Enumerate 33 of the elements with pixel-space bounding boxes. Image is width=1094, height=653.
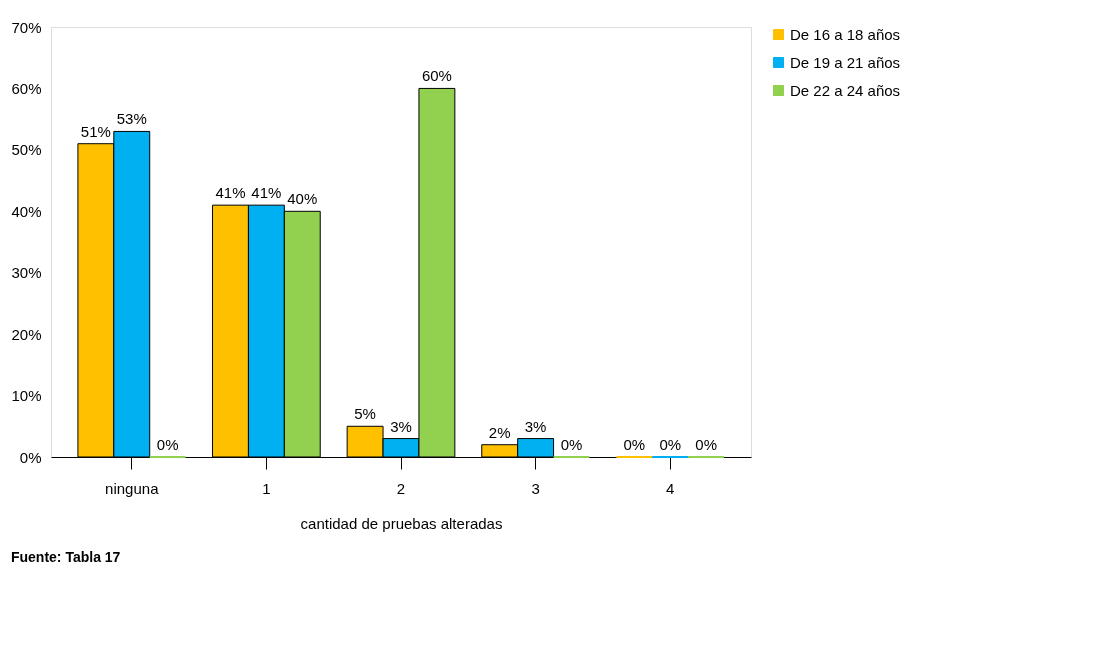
y-tick-label: 40% bbox=[11, 202, 42, 220]
data-label: 0% bbox=[695, 436, 717, 453]
legend-label: De 16 a 18 años bbox=[790, 25, 901, 43]
data-label: 5% bbox=[354, 405, 376, 423]
x-axis-title: cantidad de pruebas alteradas bbox=[300, 514, 503, 532]
y-tick-label: 70% bbox=[11, 18, 42, 36]
data-label: 0% bbox=[156, 436, 179, 453]
y-tick-label: 0% bbox=[19, 448, 42, 466]
y-tick-label: 10% bbox=[11, 387, 42, 405]
x-tick-label: 2 bbox=[396, 479, 406, 497]
data-label: 60% bbox=[421, 67, 452, 85]
legend-label: De 22 a 24 años bbox=[790, 81, 901, 99]
data-label: 0% bbox=[560, 436, 583, 453]
data-label: 3% bbox=[524, 417, 547, 435]
data-label: 3% bbox=[390, 417, 412, 435]
y-tick-label: 30% bbox=[11, 264, 42, 282]
legend-label: De 19 a 21 años bbox=[790, 53, 901, 71]
y-tick-label: 60% bbox=[11, 79, 42, 97]
x-tick-label: 4 bbox=[666, 479, 675, 497]
data-label: 53% bbox=[116, 110, 147, 128]
x-tick-label: 1 bbox=[262, 479, 271, 497]
y-tick-label: 20% bbox=[11, 325, 42, 343]
data-label: 0% bbox=[659, 436, 682, 453]
data-label: 40% bbox=[287, 190, 318, 208]
y-tick-label: 50% bbox=[11, 141, 42, 159]
data-label: 0% bbox=[623, 436, 646, 453]
data-label: 2% bbox=[488, 423, 511, 441]
source-note: Fuente: Tabla 17 bbox=[10, 549, 121, 565]
data-label: 41% bbox=[215, 184, 246, 202]
data-label: 41% bbox=[251, 184, 282, 202]
data-label: 51% bbox=[80, 122, 111, 140]
x-tick-label: ninguna bbox=[105, 479, 160, 497]
x-tick-label: 3 bbox=[531, 479, 540, 497]
